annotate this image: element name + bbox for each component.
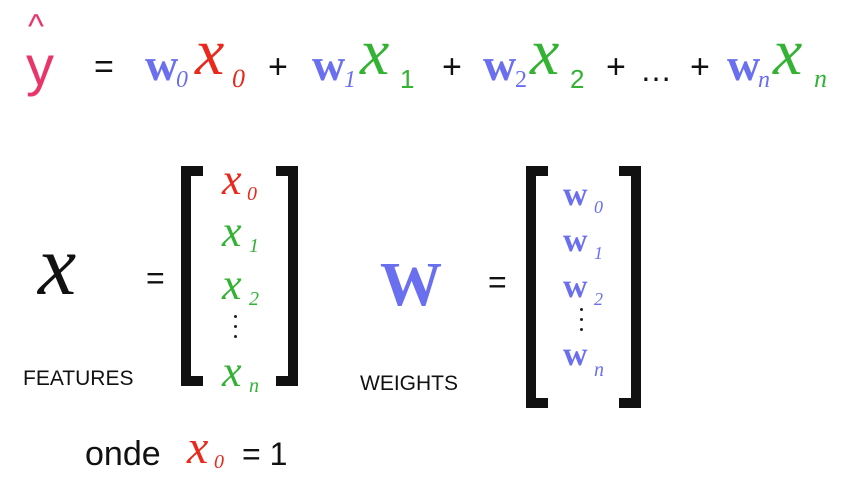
features-label: FEATURES bbox=[23, 367, 134, 390]
plus-sign: + bbox=[268, 48, 288, 86]
weight-item-wn: w bbox=[563, 336, 588, 373]
note-variable-sub: 0 bbox=[214, 451, 224, 473]
weight-w1: w bbox=[312, 39, 346, 90]
vertical-ellipsis bbox=[578, 308, 584, 338]
feature-x0-sub: 0 bbox=[232, 64, 245, 93]
feature-x1-sub: 1 bbox=[400, 64, 415, 94]
weight-item-w0-sub: 0 bbox=[594, 197, 603, 217]
vertical-ellipsis bbox=[232, 315, 238, 345]
plus-sign: + bbox=[690, 48, 710, 86]
weight-w0-sub: 0 bbox=[176, 67, 188, 93]
feature-item-xn: x bbox=[222, 347, 242, 396]
hat-symbol: ^ bbox=[28, 8, 44, 46]
weight-item-w2-sub: 2 bbox=[594, 289, 603, 309]
weights-equals: = bbox=[488, 264, 507, 300]
feature-item-x2-sub: 2 bbox=[249, 288, 259, 310]
right-bracket bbox=[619, 166, 641, 408]
feature-item-xn-sub: n bbox=[249, 375, 259, 397]
ellipsis: … bbox=[640, 52, 672, 88]
feature-x0: x bbox=[195, 16, 225, 89]
weight-wn: w bbox=[727, 39, 761, 90]
weight-item-w0: w bbox=[563, 176, 588, 213]
note-prefix: onde bbox=[85, 435, 161, 473]
feature-item-x1: x bbox=[222, 207, 242, 256]
left-bracket bbox=[526, 166, 548, 408]
note-value: = 1 bbox=[242, 436, 288, 472]
weight-wn-sub: n bbox=[758, 67, 770, 93]
feature-item-x1-sub: 1 bbox=[249, 235, 259, 257]
plus-sign: + bbox=[606, 48, 626, 86]
feature-x2: x bbox=[530, 16, 560, 89]
feature-item-x2: x bbox=[222, 260, 242, 309]
weight-w2-sub: 2 bbox=[515, 67, 527, 93]
right-bracket bbox=[276, 166, 298, 386]
equals-sign: = bbox=[94, 48, 114, 86]
weights-symbol: W bbox=[380, 251, 442, 319]
weight-item-w1-sub: 1 bbox=[594, 243, 603, 263]
plus-sign: + bbox=[442, 48, 462, 86]
features-symbol: x bbox=[38, 217, 77, 313]
feature-x2-sub: 2 bbox=[570, 64, 585, 94]
weight-item-w2: w bbox=[563, 268, 588, 305]
features-equals: = bbox=[146, 260, 165, 296]
feature-x1: x bbox=[360, 16, 390, 89]
weight-w0: w bbox=[145, 39, 179, 90]
feature-xn: x bbox=[773, 16, 803, 89]
weight-w2: w bbox=[483, 39, 517, 90]
y-hat-symbol: y bbox=[26, 34, 54, 97]
feature-item-x0: x bbox=[222, 155, 242, 204]
weight-item-wn-sub: n bbox=[594, 359, 604, 381]
weights-label: WEIGHTS bbox=[360, 372, 458, 395]
left-bracket bbox=[181, 166, 203, 386]
feature-xn-sub: n bbox=[814, 64, 827, 93]
weight-item-w1: w bbox=[563, 222, 588, 259]
weight-w1-sub: 1 bbox=[344, 67, 356, 93]
feature-item-x0-sub: 0 bbox=[247, 183, 257, 205]
note-variable: x bbox=[187, 421, 209, 474]
